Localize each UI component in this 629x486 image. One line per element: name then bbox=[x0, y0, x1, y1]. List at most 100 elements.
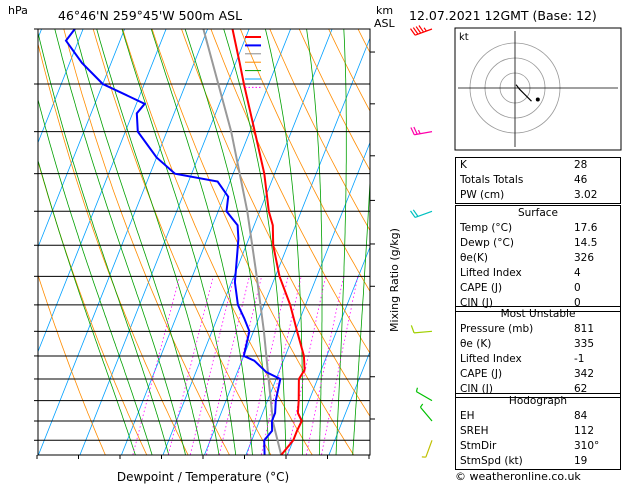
wind-barb-flag bbox=[412, 27, 419, 35]
mixing-ratio-line bbox=[189, 276, 235, 455]
indices-panel: K 28 Totals Totals 46 PW (cm) 3.02 Surface Te… bbox=[455, 157, 621, 470]
row-label: θe (K) bbox=[460, 338, 492, 350]
isotherm-line bbox=[162, 29, 333, 455]
hodograph-frame bbox=[454, 27, 622, 151]
row-value: 62 bbox=[574, 383, 588, 395]
mixing-ratio-line bbox=[167, 276, 214, 455]
table-row: StmDir 310° bbox=[456, 439, 620, 454]
datetime-title: 12.07.2021 12GMT (Base: 12) bbox=[409, 8, 597, 23]
wet-adiabat-line bbox=[38, 31, 170, 455]
mixing-ratio-axis-label: Mixing Ratio (g/kg) bbox=[388, 228, 401, 332]
most-unstable-table: Most Unstable Pressure (mb) 811 θe (K) 335 L… bbox=[455, 306, 621, 398]
row-label: Totals Totals bbox=[460, 174, 524, 186]
table-row: Totals Totals 46 bbox=[456, 173, 620, 188]
dry-adiabat-line bbox=[63, 29, 230, 455]
dewpoint-line bbox=[64, 29, 282, 455]
wind-barb-flag bbox=[410, 28, 416, 36]
wet-adiabat-line bbox=[335, 29, 347, 455]
wind-barb-flag bbox=[412, 209, 419, 217]
parcel-trajectory-line bbox=[202, 29, 283, 455]
temperature-line bbox=[231, 29, 306, 455]
isotherm-line bbox=[245, 141, 370, 455]
km-unit: km bbox=[376, 4, 393, 17]
wind-barb-staff bbox=[414, 131, 433, 136]
wind-barb-staff bbox=[419, 406, 433, 422]
dry-adiabat-line bbox=[122, 29, 313, 455]
row-label: StmDir bbox=[460, 440, 497, 452]
dry-adiabat-line bbox=[92, 29, 272, 455]
footer-credit: © weatheronline.co.uk bbox=[455, 470, 581, 483]
row-value: 46 bbox=[574, 174, 588, 186]
dry-adiabat-line bbox=[151, 29, 355, 455]
axes bbox=[34, 28, 375, 459]
row-label: EH bbox=[460, 410, 475, 422]
row-value: 19 bbox=[574, 455, 588, 467]
table-row: CAPE (J) 0 bbox=[456, 281, 620, 296]
table-row: PW (cm) 3.02 bbox=[456, 188, 620, 203]
row-label: StmSpd (kt) bbox=[460, 455, 523, 467]
wind-barb-flag bbox=[423, 27, 427, 32]
dry-adiabat-line bbox=[210, 29, 370, 355]
isotherm-line bbox=[0, 0, 26, 459]
table-row: EH 84 bbox=[456, 409, 620, 424]
surface-table: Surface Temp (°C) 17.6 Dewp (°C) 14.5 θe(K) 3… bbox=[455, 205, 621, 312]
wet-adiabat-line bbox=[96, 29, 220, 455]
wet-adiabat-line bbox=[184, 29, 270, 455]
indices-table: K 28 Totals Totals 46 PW (cm) 3.02 bbox=[455, 157, 621, 204]
table-row: Pressure (mb) 811 bbox=[456, 322, 620, 337]
isotherm-line bbox=[38, 29, 167, 353]
table-row: CAPE (J) 342 bbox=[456, 367, 620, 382]
most-unstable-title: Most Unstable bbox=[500, 308, 576, 320]
isotherm-line bbox=[328, 350, 370, 455]
row-label: Dewp (°C) bbox=[460, 237, 514, 249]
hodograph-trace bbox=[515, 84, 532, 102]
isotherm-line bbox=[38, 29, 43, 40]
table-row: θe (K) 335 bbox=[456, 337, 620, 352]
mixing-ratio-line bbox=[218, 276, 262, 455]
wet-adiabat-line bbox=[223, 29, 287, 455]
row-label: θe(K) bbox=[460, 252, 488, 264]
wind-barb-flag bbox=[415, 387, 419, 392]
table-row: SREH 112 bbox=[456, 424, 620, 439]
wet-adiabat-line bbox=[150, 29, 253, 455]
wind-barb-flag bbox=[410, 325, 415, 334]
table-row: Lifted Index -1 bbox=[456, 352, 620, 367]
row-value: 326 bbox=[574, 252, 595, 264]
row-value: 811 bbox=[574, 323, 595, 335]
mixing-ratio-line bbox=[132, 276, 181, 455]
wind-barb-staff bbox=[425, 440, 433, 458]
hodograph: kt bbox=[454, 27, 622, 151]
asl-unit: ASL bbox=[374, 17, 396, 30]
surface-title: Surface bbox=[517, 207, 558, 219]
hodograph-table-title: Hodograph bbox=[508, 395, 568, 407]
row-value: 17.6 bbox=[574, 222, 598, 234]
table-row: θe(K) 326 bbox=[456, 251, 620, 266]
wind-barb-flag bbox=[418, 25, 425, 33]
row-label: Temp (°C) bbox=[460, 222, 513, 234]
table-row: Lifted Index 4 bbox=[456, 266, 620, 281]
hodograph-table: Hodograph EH 84 SREH 112 StmDir 310° StmSpd (k… bbox=[455, 393, 621, 470]
wind-barb-flag bbox=[413, 126, 418, 135]
dry-adiabat-line bbox=[298, 29, 370, 172]
wind-barb-flag bbox=[419, 403, 424, 408]
x-axis-label: Dewpoint / Temperature (°C) bbox=[117, 470, 289, 484]
hodograph-unit: kt bbox=[459, 32, 469, 43]
row-value: 14.5 bbox=[574, 237, 598, 249]
isotherm-line bbox=[286, 245, 370, 455]
wind-barb-flag bbox=[410, 210, 416, 218]
wet-adiabat-line bbox=[54, 29, 186, 455]
legend bbox=[245, 36, 261, 88]
wet-adiabat-line bbox=[38, 98, 153, 455]
row-value: 3.02 bbox=[574, 189, 598, 201]
storm-motion-marker bbox=[535, 97, 540, 102]
row-label: Lifted Index bbox=[460, 267, 522, 279]
row-label: Lifted Index bbox=[460, 353, 522, 365]
wind-barb-staff bbox=[416, 391, 433, 402]
row-value: 4 bbox=[574, 267, 581, 279]
wet-adiabat-line bbox=[352, 173, 370, 455]
row-value: 84 bbox=[574, 410, 588, 422]
wind-barb-flag bbox=[415, 26, 422, 34]
row-label: CIN (J) bbox=[460, 383, 493, 395]
row-value: 0 bbox=[574, 297, 581, 309]
row-value: -1 bbox=[574, 353, 585, 365]
